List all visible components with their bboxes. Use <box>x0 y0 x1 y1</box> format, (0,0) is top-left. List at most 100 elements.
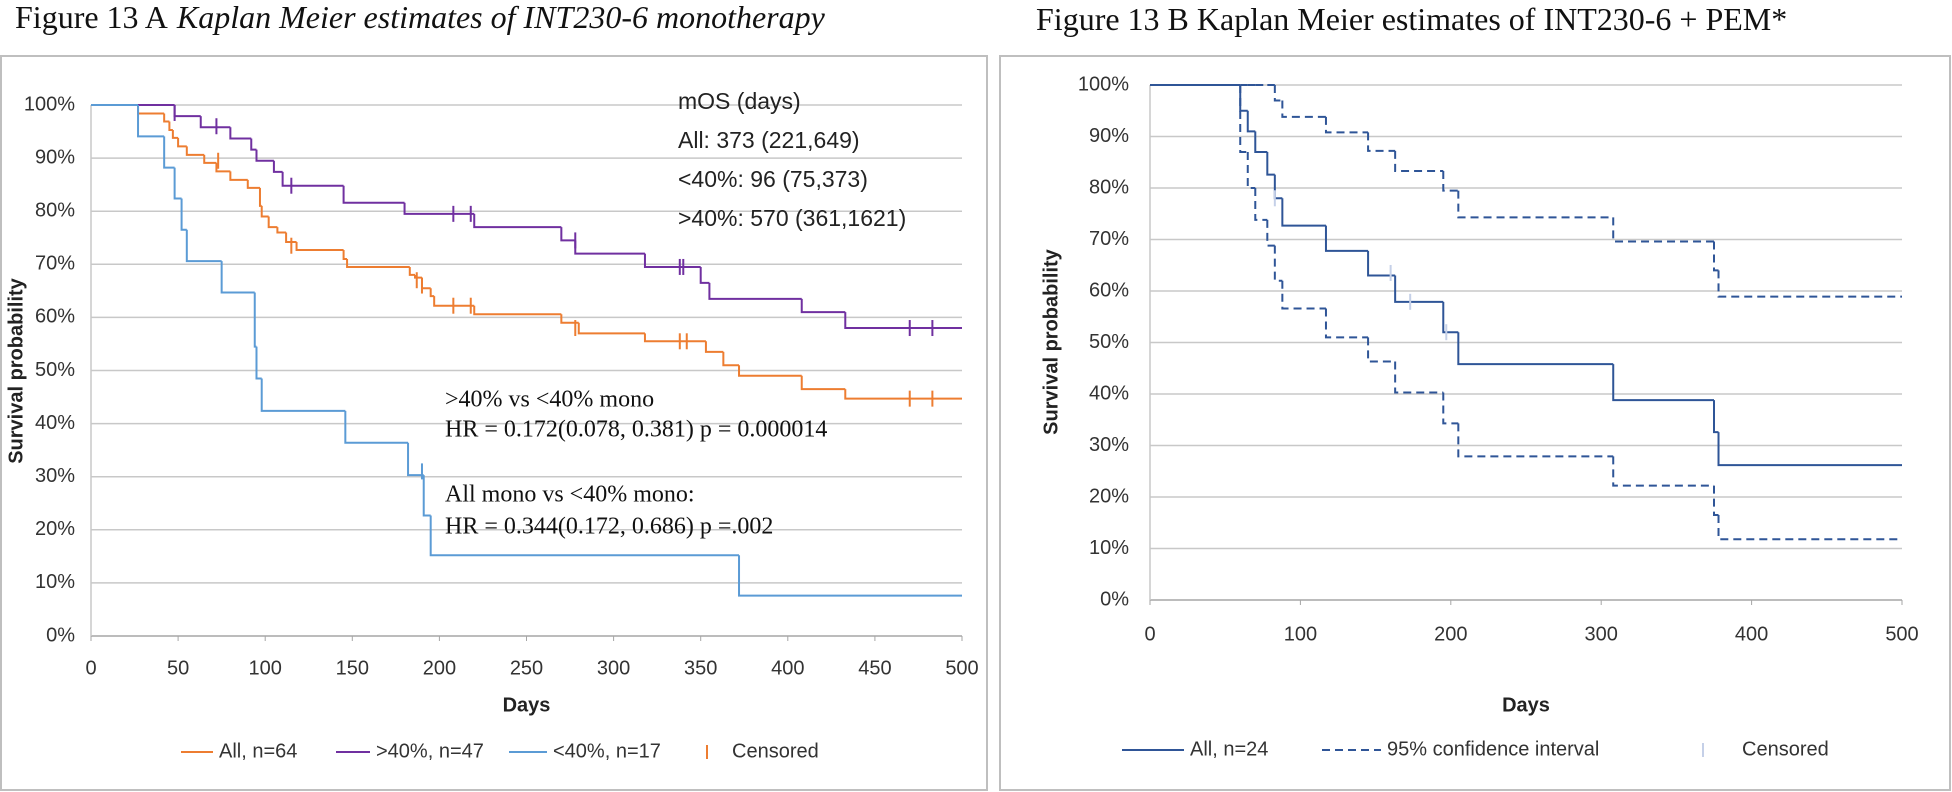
km-step <box>1713 485 1719 517</box>
x-tick-label: 0 <box>85 657 96 679</box>
km-step <box>1281 198 1326 227</box>
km-step <box>185 146 205 156</box>
y-tick-label: 50% <box>35 359 75 381</box>
km-step <box>260 378 346 412</box>
legend-label: Censored <box>732 740 819 762</box>
x-axis-title: Days <box>1502 694 1550 716</box>
annotation: <40%: 96 (75,373) <box>678 166 868 192</box>
km-step <box>1457 332 1614 366</box>
km-step <box>163 113 170 123</box>
title-italic: Kaplan Meier estimates of INT230-6 monot… <box>176 0 826 35</box>
km-step <box>272 160 283 173</box>
km-step <box>185 229 222 263</box>
km-step <box>473 213 562 229</box>
km-step <box>1239 85 1248 112</box>
y-tick-label: 0% <box>1100 588 1129 610</box>
km-step <box>173 105 201 118</box>
km-step <box>1273 174 1283 200</box>
km-step <box>1266 151 1275 176</box>
km-step <box>420 277 431 290</box>
y-axis-title: Survival probability <box>1040 248 1062 434</box>
km-step <box>229 127 252 140</box>
km-step <box>295 241 344 251</box>
legend-label: >40%, n=47 <box>376 740 484 762</box>
km-step <box>1254 188 1268 221</box>
x-tick-label: 450 <box>858 657 891 679</box>
km-step <box>738 555 962 597</box>
x-tick-label: 500 <box>1885 623 1918 645</box>
km-step <box>577 322 645 335</box>
km-step <box>1442 301 1459 334</box>
y-tick-label: 100% <box>24 93 75 115</box>
km-step <box>346 258 410 268</box>
panel-frame <box>0 55 988 791</box>
km-step <box>1281 280 1326 310</box>
km-step <box>800 375 846 391</box>
km-step <box>1394 150 1444 173</box>
x-tick-label: 500 <box>945 657 978 679</box>
km-step <box>1612 456 1714 487</box>
km-step <box>229 171 248 181</box>
km-step <box>180 198 187 231</box>
km-step <box>403 202 475 215</box>
km-step <box>250 138 257 151</box>
km-step <box>258 187 262 207</box>
x-tick-label: 200 <box>1434 623 1467 645</box>
x-tick-label: 350 <box>684 657 717 679</box>
km-step <box>1273 85 1283 102</box>
km-step <box>704 341 724 353</box>
km-step <box>560 227 576 242</box>
km-step <box>1266 219 1275 247</box>
legend-label: All, n=24 <box>1190 738 1268 760</box>
x-tick-label: 250 <box>510 657 543 679</box>
x-tick-label: 0 <box>1144 623 1155 645</box>
km-step <box>1394 275 1444 303</box>
y-tick-label: 10% <box>1089 537 1129 559</box>
x-tick-label: 200 <box>423 657 456 679</box>
annotation: >40%: 570 (361,1621) <box>678 205 906 231</box>
km-step <box>1394 361 1444 394</box>
y-axis-title: Survival probability <box>5 277 27 463</box>
km-step <box>844 312 962 330</box>
km-step <box>255 346 262 380</box>
panel-frame <box>999 55 1951 791</box>
km-step <box>246 179 260 189</box>
km-step <box>203 154 217 164</box>
km-step <box>1324 225 1369 252</box>
km-step <box>285 232 297 243</box>
km-step <box>1254 131 1268 153</box>
km-step <box>408 266 416 276</box>
y-tick-label: 40% <box>35 412 75 434</box>
y-tick-label: 90% <box>35 146 75 168</box>
km-step <box>574 240 645 255</box>
y-tick-label: 30% <box>35 465 75 487</box>
km-step <box>722 351 740 367</box>
km-step <box>163 136 175 169</box>
km-step <box>844 389 962 400</box>
km-step <box>643 253 701 268</box>
km-step <box>1273 245 1283 282</box>
km-step <box>171 129 179 139</box>
km-step <box>1442 392 1459 425</box>
km-step <box>267 216 278 229</box>
km-step <box>433 296 475 307</box>
km-step <box>1612 217 1714 243</box>
x-tick-label: 100 <box>1284 623 1317 645</box>
x-tick-label: 150 <box>336 657 369 679</box>
km-step <box>253 292 257 348</box>
km-step <box>137 105 165 138</box>
y-tick-label: 20% <box>35 518 75 540</box>
x-axis-title: Days <box>503 694 551 716</box>
km-step <box>177 137 187 148</box>
km-step <box>1457 190 1614 219</box>
y-tick-label: 60% <box>1089 279 1129 301</box>
km-step <box>276 227 287 234</box>
km-step <box>414 274 422 279</box>
hr-annotation: HR = 0.344(0.172, 0.686) p =.002 <box>445 514 773 540</box>
hr-annotation: All mono vs <40% mono: <box>445 482 695 508</box>
y-tick-label: 80% <box>35 199 75 221</box>
km-step <box>173 167 182 200</box>
y-tick-label: 20% <box>1089 485 1129 507</box>
km-step <box>342 249 348 260</box>
